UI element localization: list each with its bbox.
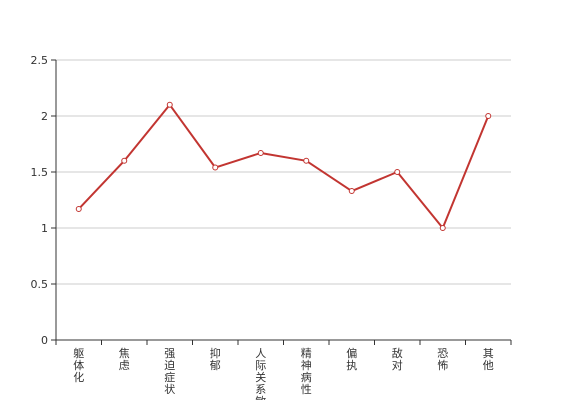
y-tick-label: 2	[41, 110, 48, 123]
data-point[interactable]	[439, 225, 446, 231]
x-tick-label: 抑郁	[210, 346, 221, 372]
data-point[interactable]	[348, 188, 355, 195]
data-point[interactable]	[212, 164, 219, 171]
y-axis: 0 0.5 1 1.5 2 2.5	[31, 54, 57, 347]
x-tick-label: 偏执	[346, 346, 357, 372]
y-tick-label: 0	[41, 334, 48, 347]
x-tick-label: 焦虑	[119, 347, 130, 372]
x-tick-label: 躯体化	[73, 347, 84, 384]
x-tick-label: 人际关系敏感	[255, 347, 266, 400]
x-tick-label: 其他	[483, 347, 494, 372]
data-point[interactable]	[303, 157, 310, 164]
x-tick-label: 恐怖	[437, 347, 448, 372]
data-point[interactable]	[485, 113, 492, 119]
data-point[interactable]	[257, 149, 264, 156]
x-axis: 躯体化 焦虑 强迫症状 抑郁 人际关系敏感 精神病性 偏执 敌对 恐怖 其他	[55, 339, 512, 400]
data-point[interactable]	[75, 205, 82, 212]
gridlines	[56, 59, 511, 285]
data-point[interactable]	[121, 157, 128, 164]
x-tick-label: 精神病性	[301, 347, 312, 396]
y-tick-label: 1.5	[31, 166, 49, 179]
x-tick-label: 敌对	[392, 346, 403, 372]
x-tick-label: 强迫症状	[164, 347, 175, 396]
y-tick-label: 2.5	[31, 54, 49, 67]
series-group	[75, 101, 492, 231]
series-line	[78, 103, 490, 229]
data-point[interactable]	[394, 169, 401, 175]
y-tick-label: 0.5	[31, 278, 49, 291]
data-point[interactable]	[166, 101, 173, 108]
y-tick-label: 1	[41, 222, 48, 235]
